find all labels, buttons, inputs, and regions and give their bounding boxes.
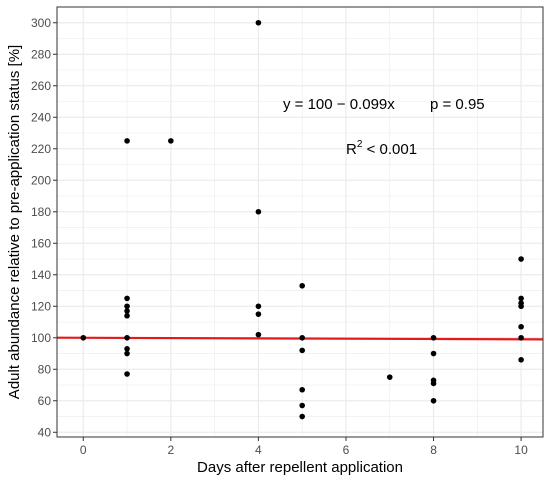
y-tick-label: 160 [31, 236, 51, 250]
x-tick-label: 0 [80, 443, 87, 457]
data-point [124, 312, 130, 319]
data-point [124, 334, 130, 341]
data-point [299, 282, 305, 289]
plot-border [56, 6, 544, 438]
y-tick-label: 200 [31, 173, 51, 187]
equation-label: y = 100 − 0.099x [283, 96, 395, 113]
data-point [430, 397, 437, 404]
data-point [518, 323, 524, 330]
data-point [255, 303, 262, 310]
y-tick-label: 260 [31, 79, 51, 93]
data-point [124, 295, 130, 302]
y-tick-label: 60 [38, 394, 52, 408]
y-tick-label: 220 [31, 142, 51, 156]
data-point [430, 334, 437, 341]
x-tick-label: 2 [167, 443, 174, 457]
y-tick-label: 120 [31, 299, 51, 313]
x-tick-label: 10 [514, 443, 528, 457]
y-tick-label: 40 [38, 425, 52, 439]
data-point [255, 208, 262, 215]
data-point [124, 350, 130, 357]
r-squared-base: R [346, 141, 357, 158]
data-point [299, 386, 305, 393]
data-points [80, 19, 524, 420]
data-point [299, 402, 305, 409]
major-gridlines [57, 7, 543, 437]
plot-panel [57, 7, 543, 437]
r-squared-label: R2 < 0.001 [346, 139, 417, 158]
data-point [255, 331, 262, 338]
x-tick-label: 6 [343, 443, 350, 457]
data-point [430, 380, 437, 387]
y-tick-label: 80 [38, 362, 52, 376]
data-point [124, 345, 130, 352]
data-point [386, 374, 393, 380]
y-tick-label: 280 [31, 47, 51, 61]
r-squared-exponent: 2 [357, 139, 363, 150]
x-tick-label: 4 [255, 443, 262, 457]
r-squared-value: < 0.001 [362, 141, 417, 158]
y-axis-ticks: 40 60 80 100 120 140 160 180 200 220 240 260 280 300 [31, 16, 57, 439]
y-tick-label: 100 [31, 331, 51, 345]
data-point [518, 303, 524, 310]
data-point [518, 295, 524, 302]
data-point [518, 256, 524, 262]
data-point [255, 311, 262, 317]
data-point [299, 413, 305, 420]
data-point [299, 347, 305, 354]
data-point [124, 138, 130, 144]
data-point [124, 371, 130, 377]
minor-gridlines [57, 7, 543, 437]
data-point [518, 334, 524, 341]
data-point [80, 334, 87, 341]
data-point [168, 138, 174, 144]
y-tick-label: 140 [31, 268, 51, 282]
data-point [299, 334, 305, 341]
x-tick-label: 8 [430, 443, 437, 457]
p-value-label: p = 0.95 [430, 96, 485, 113]
y-tick-label: 300 [31, 16, 51, 30]
x-axis-title: Days after repellent application [197, 459, 403, 476]
x-axis-ticks: 0 2 4 6 8 10 [80, 437, 528, 457]
data-point [124, 308, 130, 314]
data-point [518, 357, 524, 363]
y-axis-title: Adult abundance relative to pre-applicat… [6, 45, 23, 399]
data-point [255, 19, 262, 26]
data-point [124, 303, 130, 310]
data-point [430, 350, 437, 357]
y-tick-label: 240 [31, 110, 51, 124]
y-tick-label: 180 [31, 205, 51, 219]
